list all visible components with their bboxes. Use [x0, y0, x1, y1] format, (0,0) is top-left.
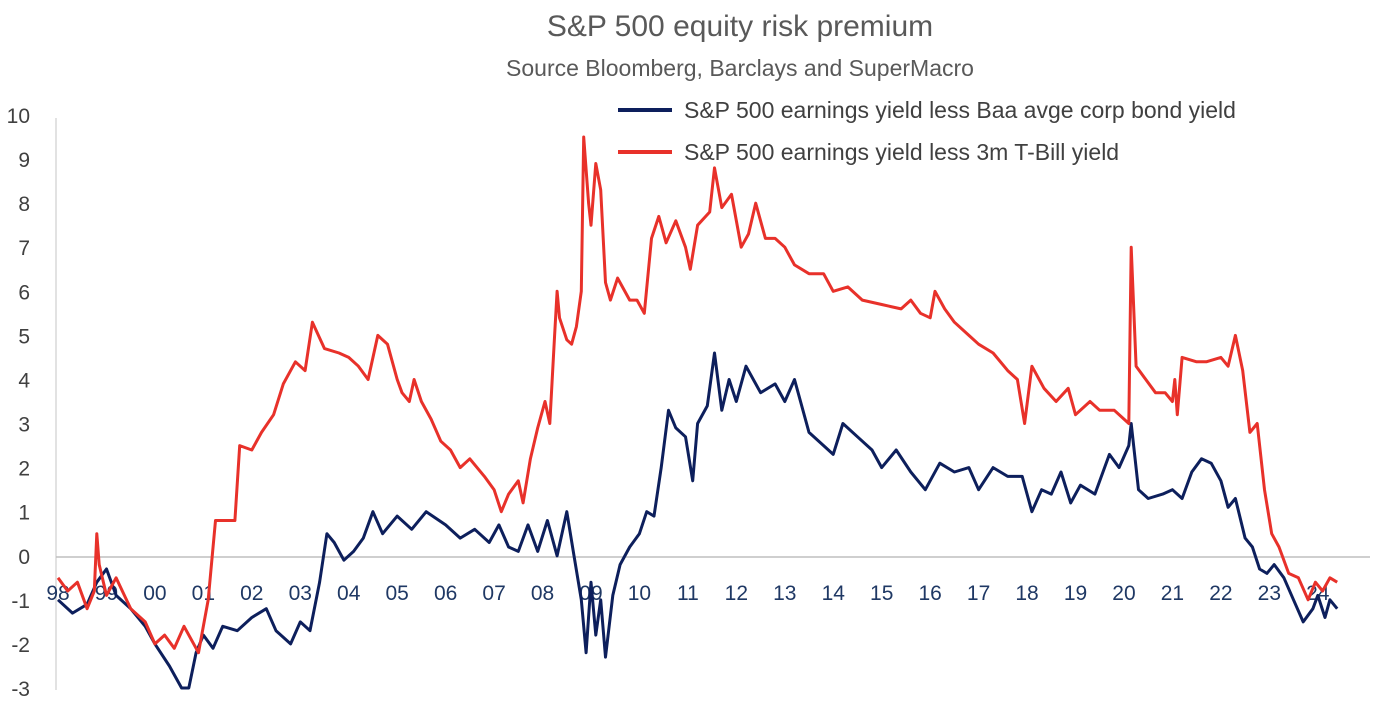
legend-label-tbill: S&P 500 earnings yield less 3m T-Bill yi…	[684, 139, 1119, 165]
x-tick-label: 07	[482, 582, 505, 605]
y-tick-label: 1	[18, 502, 30, 525]
y-tick-label: 7	[18, 237, 30, 260]
x-tick-label: 13	[773, 582, 796, 605]
x-tick-label: 05	[385, 582, 408, 605]
legend-item-tbill: S&P 500 earnings yield less 3m T-Bill yi…	[618, 139, 1119, 165]
x-tick-label: 22	[1209, 582, 1232, 605]
x-tick-label: 02	[240, 582, 263, 605]
y-tick-label: 4	[18, 369, 30, 392]
x-tick-label: 01	[192, 582, 215, 605]
x-tick-label: 16	[918, 582, 941, 605]
x-tick-label: 10	[628, 582, 651, 605]
y-tick-label: 8	[18, 193, 30, 216]
y-tick-label: 10	[7, 105, 30, 128]
y-tick-label: 9	[18, 149, 30, 172]
x-tick-label: 15	[870, 582, 893, 605]
x-tick-label: 21	[1161, 582, 1184, 605]
y-tick-label: 0	[18, 546, 30, 569]
series-line-tbill	[56, 135, 1338, 655]
x-tick-label: 19	[1064, 582, 1087, 605]
y-tick-label: 2	[18, 458, 30, 481]
legend-item-baa: S&P 500 earnings yield less Baa avge cor…	[618, 97, 1236, 123]
x-tick-label: 04	[337, 582, 361, 605]
y-tick-label: 3	[18, 414, 30, 437]
x-tick-label: 11	[677, 582, 699, 605]
legend-label-baa: S&P 500 earnings yield less Baa avge cor…	[684, 97, 1236, 123]
x-tick-labels: 98 99 00 01 02 03 04 05 06 07 08 09 10 11 12 13 14 15 16 17…	[46, 582, 1329, 605]
y-tick-label: 6	[18, 281, 30, 304]
chart-subtitle: Source Bloomberg, Barclays and SuperMacr…	[506, 55, 974, 81]
x-tick-label: 08	[531, 582, 554, 605]
x-tick-label: 14	[822, 582, 846, 605]
x-tick-label: 12	[725, 582, 748, 605]
x-tick-label: 17	[967, 582, 990, 605]
y-tick-label: -1	[11, 590, 30, 613]
x-tick-label: 20	[1112, 582, 1135, 605]
x-tick-label: 18	[1015, 582, 1038, 605]
legend: S&P 500 earnings yield less Baa avge cor…	[618, 97, 1236, 165]
y-tick-label: 5	[18, 325, 30, 348]
y-tick-label: -2	[11, 634, 30, 657]
x-tick-label: 00	[143, 582, 166, 605]
x-tick-label: 23	[1258, 582, 1281, 605]
y-tick-label: -3	[11, 678, 30, 701]
series-line-baa	[56, 351, 1339, 690]
chart-title: S&P 500 equity risk premium	[547, 10, 933, 43]
series-lines	[56, 135, 1339, 690]
x-tick-label: 03	[289, 582, 312, 605]
x-tick-label: 06	[434, 582, 457, 605]
